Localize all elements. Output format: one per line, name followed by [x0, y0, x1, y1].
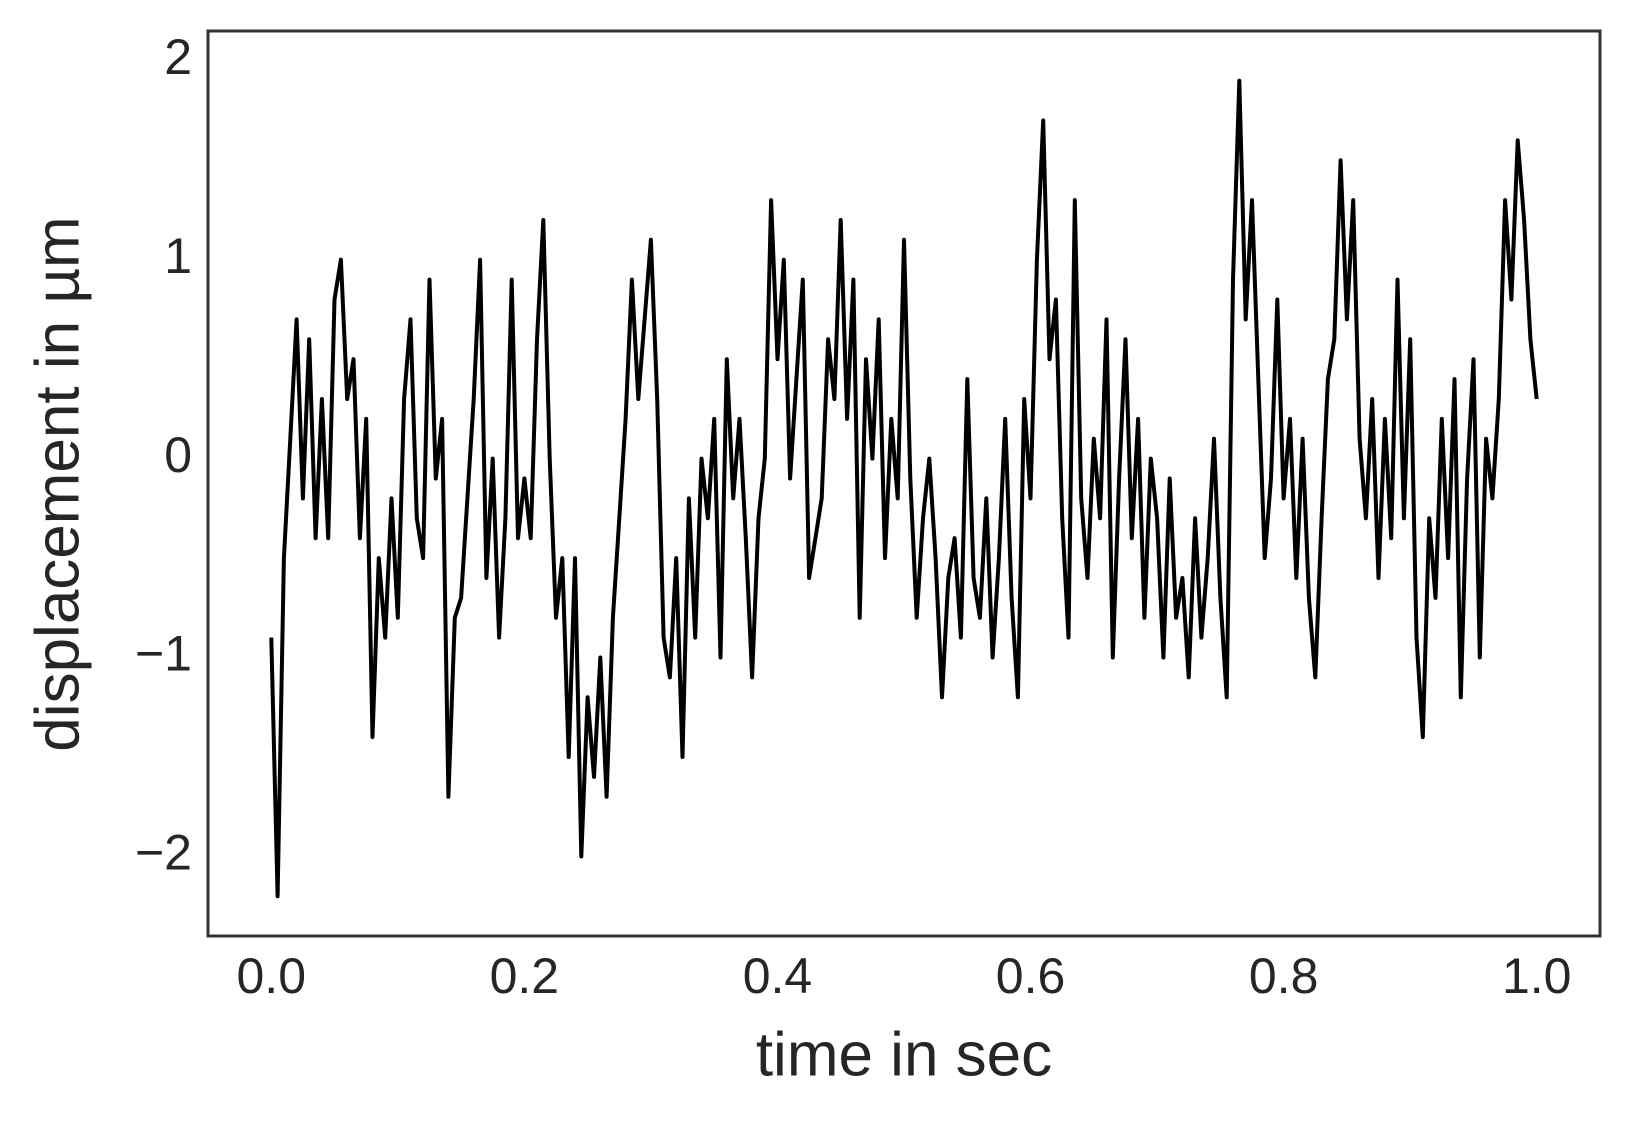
y-tick-label: 0 [164, 427, 192, 483]
data-line [269, 78, 1539, 899]
y-axis-label: displacement in µm [23, 216, 92, 751]
plot-frame [206, 29, 1602, 938]
y-tick-label: −2 [135, 825, 192, 881]
x-tick-label: 0.8 [1249, 948, 1319, 1004]
y-tick-label: 1 [164, 228, 192, 284]
x-tick-label: 0.4 [743, 948, 813, 1004]
x-tick-label: 0.6 [996, 948, 1066, 1004]
x-tick-label: 0.2 [490, 948, 560, 1004]
x-axis-label: time in sec [756, 1020, 1052, 1089]
y-tick-label: −1 [135, 626, 192, 682]
x-tick-label: 0.0 [237, 948, 307, 1004]
x-tick-label: 1.0 [1502, 948, 1572, 1004]
y-tick-label: 2 [164, 29, 192, 85]
